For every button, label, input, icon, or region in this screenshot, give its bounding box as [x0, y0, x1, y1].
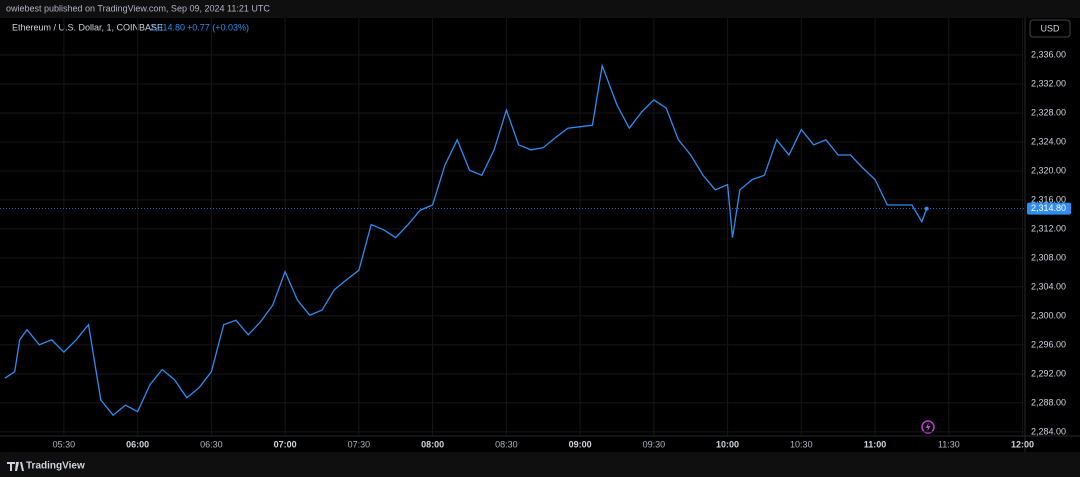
y-tick-label: 2,296.00	[1031, 339, 1066, 349]
y-tick-label: 2,300.00	[1031, 310, 1066, 320]
flash-icon	[925, 422, 931, 432]
x-tick-label: 10:30	[790, 439, 813, 449]
y-tick-label: 2,328.00	[1031, 107, 1066, 117]
y-tick-label: 2,312.00	[1031, 223, 1066, 233]
x-tick-label: 05:30	[53, 439, 76, 449]
legend-symbol: Ethereum / U.S. Dollar, 1, COINBASE	[12, 22, 163, 32]
x-tick-label: 06:30	[200, 439, 223, 449]
y-tick-label: 2,324.00	[1031, 136, 1066, 146]
plot-layer	[0, 18, 1025, 436]
y-tick-label: 2,336.00	[1031, 49, 1066, 59]
x-tick-label: 07:30	[348, 439, 371, 449]
y-tick-label: 2,308.00	[1031, 252, 1066, 262]
published-note: owiebest published on TradingView.com, S…	[6, 3, 270, 13]
x-tick-label: 11:30	[938, 439, 960, 449]
currency[interactable]: USD	[1040, 23, 1060, 33]
currency-button[interactable]	[1029, 19, 1071, 38]
y-tick-label: 2,288.00	[1031, 397, 1066, 407]
x-tick-label: 10:00	[716, 439, 739, 449]
x-tick-label: 12:00	[1011, 439, 1034, 449]
x-tick-label: 11:00	[864, 439, 887, 449]
legend-price: 2,314.80	[150, 22, 185, 32]
x-tick-label: 08:30	[495, 439, 518, 449]
y-tick-label: 2,320.00	[1031, 165, 1066, 175]
last-price-label: 2,314.80	[1031, 203, 1066, 213]
y-tick-label: 2,316.00	[1031, 194, 1066, 204]
legend-change: +0.77 (+0.03%)	[187, 22, 249, 32]
x-tick-label: 09:00	[569, 439, 592, 449]
brand-logo	[7, 462, 24, 471]
last-point	[924, 206, 929, 211]
x-tick-label: 08:00	[421, 439, 444, 449]
plot-area	[0, 18, 1025, 452]
y-tick-label: 2,332.00	[1031, 78, 1066, 88]
price-line	[4, 63, 928, 417]
y-tick-label: 2,284.00	[1031, 426, 1066, 436]
y-tick-label: 2,292.00	[1031, 368, 1066, 378]
x-tick-label: 06:00	[126, 439, 149, 449]
y-tick-label: 2,304.00	[1031, 281, 1066, 291]
flash-icon[interactable]	[921, 420, 935, 434]
brand: TradingView	[26, 461, 85, 472]
last-price-tag	[1027, 202, 1071, 215]
x-tick-label: 07:00	[274, 439, 297, 449]
price-axis	[1025, 18, 1080, 452]
x-tick-label: 09:30	[643, 439, 666, 449]
